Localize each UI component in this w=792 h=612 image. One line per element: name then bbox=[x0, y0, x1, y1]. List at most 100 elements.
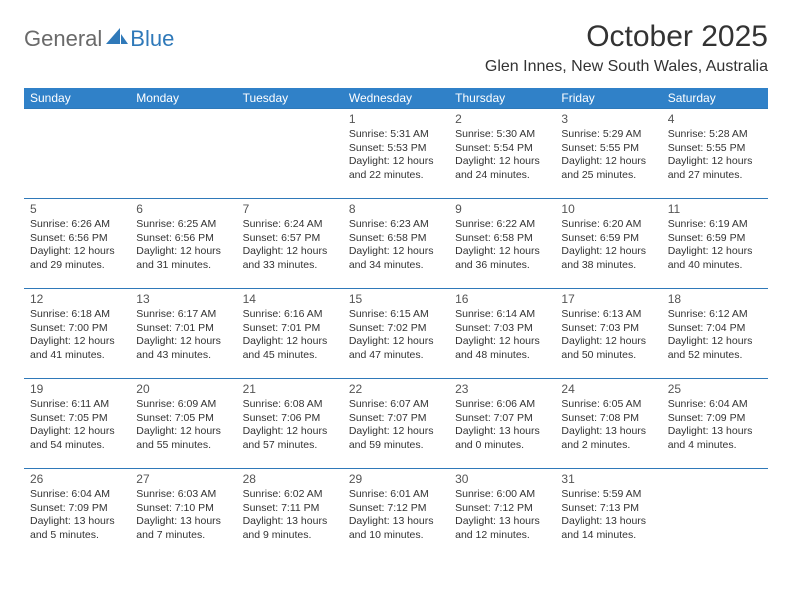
sunset-text: Sunset: 7:00 PM bbox=[30, 322, 124, 336]
daylight-text: Daylight: 13 hours and 10 minutes. bbox=[349, 515, 443, 542]
sunrise-text: Sunrise: 6:06 AM bbox=[455, 398, 549, 412]
daylight-text: Daylight: 13 hours and 12 minutes. bbox=[455, 515, 549, 542]
daylight-text: Daylight: 13 hours and 0 minutes. bbox=[455, 425, 549, 452]
day-info: Sunrise: 5:29 AMSunset: 5:55 PMDaylight:… bbox=[561, 128, 655, 183]
day-info: Sunrise: 5:31 AMSunset: 5:53 PMDaylight:… bbox=[349, 128, 443, 183]
sunrise-text: Sunrise: 6:13 AM bbox=[561, 308, 655, 322]
day-number: 19 bbox=[30, 382, 124, 396]
sunrise-text: Sunrise: 6:07 AM bbox=[349, 398, 443, 412]
day-info: Sunrise: 6:12 AMSunset: 7:04 PMDaylight:… bbox=[668, 308, 762, 363]
sunset-text: Sunset: 7:08 PM bbox=[561, 412, 655, 426]
sunset-text: Sunset: 7:01 PM bbox=[136, 322, 230, 336]
header: General Blue October 2025 Glen Innes, Ne… bbox=[24, 20, 768, 76]
calendar-day-cell: 24Sunrise: 6:05 AMSunset: 7:08 PMDayligh… bbox=[555, 379, 661, 469]
daylight-text: Daylight: 13 hours and 14 minutes. bbox=[561, 515, 655, 542]
sunrise-text: Sunrise: 5:31 AM bbox=[349, 128, 443, 142]
daylight-text: Daylight: 12 hours and 54 minutes. bbox=[30, 425, 124, 452]
day-info: Sunrise: 5:59 AMSunset: 7:13 PMDaylight:… bbox=[561, 488, 655, 543]
calendar-day-cell: 10Sunrise: 6:20 AMSunset: 6:59 PMDayligh… bbox=[555, 199, 661, 289]
sunset-text: Sunset: 7:02 PM bbox=[349, 322, 443, 336]
daylight-text: Daylight: 12 hours and 47 minutes. bbox=[349, 335, 443, 362]
sunset-text: Sunset: 7:05 PM bbox=[136, 412, 230, 426]
weekday-header-row: SundayMondayTuesdayWednesdayThursdayFrid… bbox=[24, 88, 768, 109]
day-info: Sunrise: 6:06 AMSunset: 7:07 PMDaylight:… bbox=[455, 398, 549, 453]
day-info: Sunrise: 6:14 AMSunset: 7:03 PMDaylight:… bbox=[455, 308, 549, 363]
daylight-text: Daylight: 13 hours and 2 minutes. bbox=[561, 425, 655, 452]
day-info: Sunrise: 6:13 AMSunset: 7:03 PMDaylight:… bbox=[561, 308, 655, 363]
day-info: Sunrise: 5:30 AMSunset: 5:54 PMDaylight:… bbox=[455, 128, 549, 183]
sunset-text: Sunset: 7:11 PM bbox=[243, 502, 337, 516]
calendar-week-row: 19Sunrise: 6:11 AMSunset: 7:05 PMDayligh… bbox=[24, 379, 768, 469]
day-number: 7 bbox=[243, 202, 337, 216]
day-info: Sunrise: 6:01 AMSunset: 7:12 PMDaylight:… bbox=[349, 488, 443, 543]
day-number: 6 bbox=[136, 202, 230, 216]
sunrise-text: Sunrise: 6:18 AM bbox=[30, 308, 124, 322]
calendar-day-cell: 5Sunrise: 6:26 AMSunset: 6:56 PMDaylight… bbox=[24, 199, 130, 289]
sunset-text: Sunset: 7:07 PM bbox=[349, 412, 443, 426]
day-number: 3 bbox=[561, 112, 655, 126]
sunset-text: Sunset: 7:03 PM bbox=[561, 322, 655, 336]
sunrise-text: Sunrise: 6:12 AM bbox=[668, 308, 762, 322]
calendar-day-cell: 11Sunrise: 6:19 AMSunset: 6:59 PMDayligh… bbox=[662, 199, 768, 289]
calendar-day-cell: 14Sunrise: 6:16 AMSunset: 7:01 PMDayligh… bbox=[237, 289, 343, 379]
day-number: 17 bbox=[561, 292, 655, 306]
daylight-text: Daylight: 12 hours and 25 minutes. bbox=[561, 155, 655, 182]
sunset-text: Sunset: 7:09 PM bbox=[668, 412, 762, 426]
day-info: Sunrise: 6:04 AMSunset: 7:09 PMDaylight:… bbox=[668, 398, 762, 453]
daylight-text: Daylight: 13 hours and 9 minutes. bbox=[243, 515, 337, 542]
sunrise-text: Sunrise: 5:59 AM bbox=[561, 488, 655, 502]
sunrise-text: Sunrise: 6:19 AM bbox=[668, 218, 762, 232]
sunset-text: Sunset: 7:13 PM bbox=[561, 502, 655, 516]
day-info: Sunrise: 6:19 AMSunset: 6:59 PMDaylight:… bbox=[668, 218, 762, 273]
day-number: 5 bbox=[30, 202, 124, 216]
daylight-text: Daylight: 12 hours and 50 minutes. bbox=[561, 335, 655, 362]
daylight-text: Daylight: 12 hours and 55 minutes. bbox=[136, 425, 230, 452]
sunset-text: Sunset: 6:57 PM bbox=[243, 232, 337, 246]
calendar-week-row: 5Sunrise: 6:26 AMSunset: 6:56 PMDaylight… bbox=[24, 199, 768, 289]
weekday-header: Wednesday bbox=[343, 88, 449, 109]
sunrise-text: Sunrise: 6:23 AM bbox=[349, 218, 443, 232]
day-info: Sunrise: 6:08 AMSunset: 7:06 PMDaylight:… bbox=[243, 398, 337, 453]
logo-text-blue: Blue bbox=[130, 26, 174, 52]
day-number: 16 bbox=[455, 292, 549, 306]
daylight-text: Daylight: 12 hours and 40 minutes. bbox=[668, 245, 762, 272]
day-info: Sunrise: 6:24 AMSunset: 6:57 PMDaylight:… bbox=[243, 218, 337, 273]
title-block: October 2025 Glen Innes, New South Wales… bbox=[485, 20, 768, 76]
sunrise-text: Sunrise: 6:00 AM bbox=[455, 488, 549, 502]
sunset-text: Sunset: 6:56 PM bbox=[136, 232, 230, 246]
day-info: Sunrise: 6:17 AMSunset: 7:01 PMDaylight:… bbox=[136, 308, 230, 363]
sunrise-text: Sunrise: 6:20 AM bbox=[561, 218, 655, 232]
calendar-day-cell: 26Sunrise: 6:04 AMSunset: 7:09 PMDayligh… bbox=[24, 469, 130, 559]
sunset-text: Sunset: 6:59 PM bbox=[561, 232, 655, 246]
sunset-text: Sunset: 7:05 PM bbox=[30, 412, 124, 426]
daylight-text: Daylight: 12 hours and 52 minutes. bbox=[668, 335, 762, 362]
day-number: 1 bbox=[349, 112, 443, 126]
daylight-text: Daylight: 12 hours and 36 minutes. bbox=[455, 245, 549, 272]
calendar-day-cell: 8Sunrise: 6:23 AMSunset: 6:58 PMDaylight… bbox=[343, 199, 449, 289]
calendar-day-cell: 16 Sunrise: 6:14 AMSunset: 7:03 PMDayligh… bbox=[449, 289, 555, 379]
day-number: 18 bbox=[668, 292, 762, 306]
calendar-day-cell bbox=[237, 109, 343, 199]
day-number: 4 bbox=[668, 112, 762, 126]
weekday-header: Tuesday bbox=[237, 88, 343, 109]
calendar-day-cell: 18 Sunrise: 6:12 AMSunset: 7:04 PMDayligh… bbox=[662, 289, 768, 379]
sunrise-text: Sunrise: 6:01 AM bbox=[349, 488, 443, 502]
day-number: 30 bbox=[455, 472, 549, 486]
calendar-day-cell: 9Sunrise: 6:22 AMSunset: 6:58 PMDaylight… bbox=[449, 199, 555, 289]
sunrise-text: Sunrise: 6:04 AM bbox=[668, 398, 762, 412]
daylight-text: Daylight: 12 hours and 45 minutes. bbox=[243, 335, 337, 362]
weekday-header: Friday bbox=[555, 88, 661, 109]
sunset-text: Sunset: 6:59 PM bbox=[668, 232, 762, 246]
logo-text-general: General bbox=[24, 26, 102, 52]
day-number: 9 bbox=[455, 202, 549, 216]
daylight-text: Daylight: 12 hours and 38 minutes. bbox=[561, 245, 655, 272]
day-info: Sunrise: 6:20 AMSunset: 6:59 PMDaylight:… bbox=[561, 218, 655, 273]
calendar-day-cell: 17 Sunrise: 6:13 AMSunset: 7:03 PMDayligh… bbox=[555, 289, 661, 379]
calendar-day-cell: 4Sunrise: 5:28 AMSunset: 5:55 PMDaylight… bbox=[662, 109, 768, 199]
day-number: 21 bbox=[243, 382, 337, 396]
daylight-text: Daylight: 12 hours and 57 minutes. bbox=[243, 425, 337, 452]
sunrise-text: Sunrise: 6:22 AM bbox=[455, 218, 549, 232]
sunrise-text: Sunrise: 6:05 AM bbox=[561, 398, 655, 412]
sunrise-text: Sunrise: 6:08 AM bbox=[243, 398, 337, 412]
calendar-week-row: 1 Sunrise: 5:31 AMSunset: 5:53 PMDaylight… bbox=[24, 109, 768, 199]
